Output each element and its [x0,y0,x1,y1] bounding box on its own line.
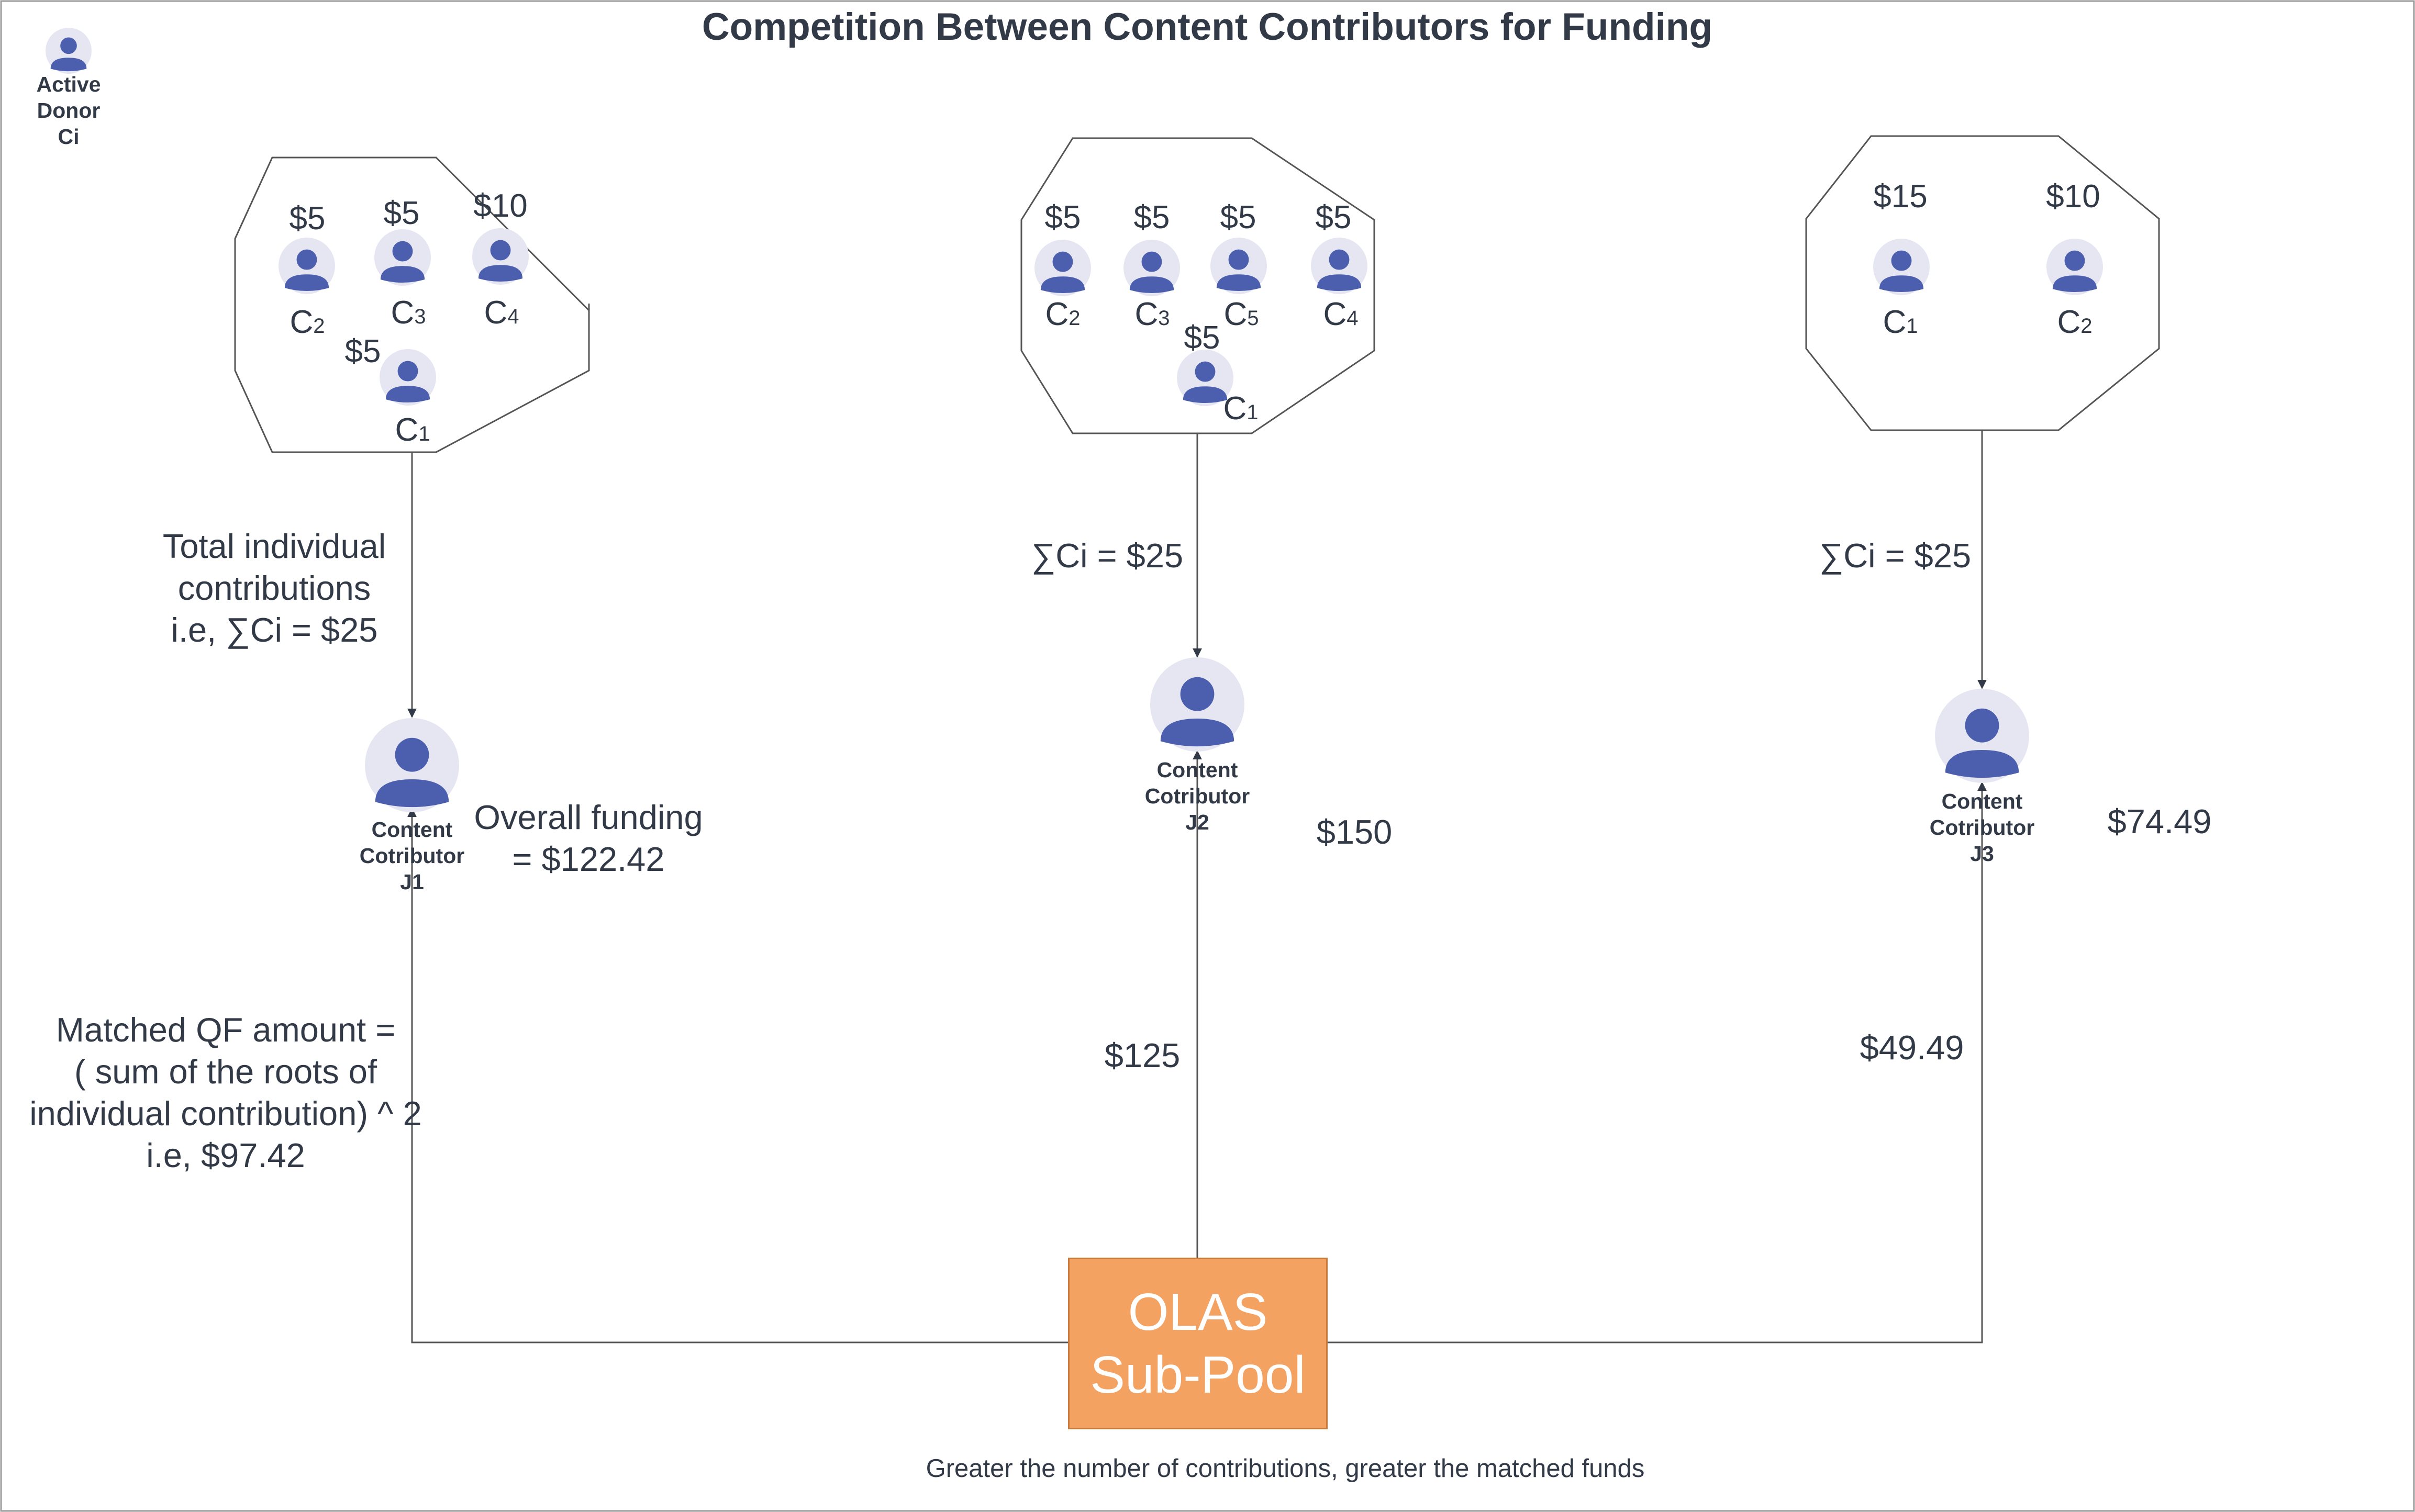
donor-name: C3 [391,295,426,331]
donor-name: C1 [395,412,430,448]
donor-avatar-icon [374,229,431,286]
contributor-label-j3: Content Cotributor J3 [1929,789,2035,866]
donor-amount: $5 [344,333,381,369]
sum-text-2: ∑Ci = $25 [1031,536,1184,575]
donor-name: C3 [1134,296,1170,332]
donor-avatar-icon [1311,238,1367,294]
donor-avatar-icon [2046,239,2103,295]
donor-group-octagon-3 [1805,135,2160,431]
contributor-label-j1: Content Cotributor J1 [359,817,465,894]
contributor-avatar-icon-j1 [365,718,459,812]
match-arrow-j3 [1328,781,1987,1343]
funding-text-1: Overall funding = $122.42 [474,798,703,878]
donor-amount: $5 [289,200,326,237]
match-arrow-j1 [407,808,1068,1343]
donor-amount: $5 [1133,199,1170,236]
contributor-label-j2: Content Cotributor J2 [1144,758,1250,834]
donor-name: C2 [2057,304,2093,340]
donor-avatar-icon [1210,238,1267,294]
legend-label: Active Donor Ci [36,72,101,149]
legend-donor-icon [46,28,92,74]
donor-avatar-icon [1177,350,1233,406]
contributor-avatar-icon-j2 [1150,657,1244,752]
donor-avatar-icon [380,349,436,406]
donor-amount: $5 [1315,199,1352,236]
donor-name: C1 [1883,304,1918,340]
donor-amount: $5 [1044,199,1081,236]
donor-name: C5 [1223,296,1259,332]
donor-name: C2 [1045,296,1081,332]
donor-amount: $10 [2046,178,2100,215]
donor-name: C1 [1223,390,1259,427]
funding-text-3: $74.49 [2107,802,2212,841]
diagram-title: Competition Between Content Contributors… [702,6,1713,48]
donor-name: C2 [290,304,325,340]
match-text-3: $49.49 [1860,1028,1964,1067]
footer-caption: Greater the number of contributions, gre… [926,1454,1645,1483]
pool-line2: Sub-Pool [1090,1346,1306,1404]
donor-avatar-icon [1873,239,1930,295]
olas-sub-pool: OLAS Sub-Pool [1068,1258,1328,1429]
donor-amount: $5 [383,195,420,231]
sum-text-3: ∑Ci = $25 [1819,536,1972,575]
donor-amount: $15 [1873,178,1928,215]
donor-avatar-icon [1034,240,1091,296]
contributor-avatar-icon-j3 [1935,689,2029,783]
donor-amount: $5 [1184,320,1220,356]
match-text-2: $125 [1104,1036,1181,1074]
funding-text-2: $150 [1316,813,1393,851]
donor-group-octagon-2 [1020,137,1375,434]
sum-text-1: Total individual contributions i.e, ∑Ci … [162,527,386,649]
donor-avatar-icon [279,238,335,294]
donor-name: C4 [484,295,519,331]
donor-amount: $10 [473,188,528,224]
donor-avatar-icon [1123,240,1180,296]
donor-amount: $5 [1220,199,1256,236]
donor-name: C4 [1323,296,1359,332]
donor-avatar-icon [472,228,529,285]
pool-line1: OLAS [1128,1283,1268,1341]
match-text-1: Matched QF amount = ( sum of the roots o… [29,1011,422,1174]
